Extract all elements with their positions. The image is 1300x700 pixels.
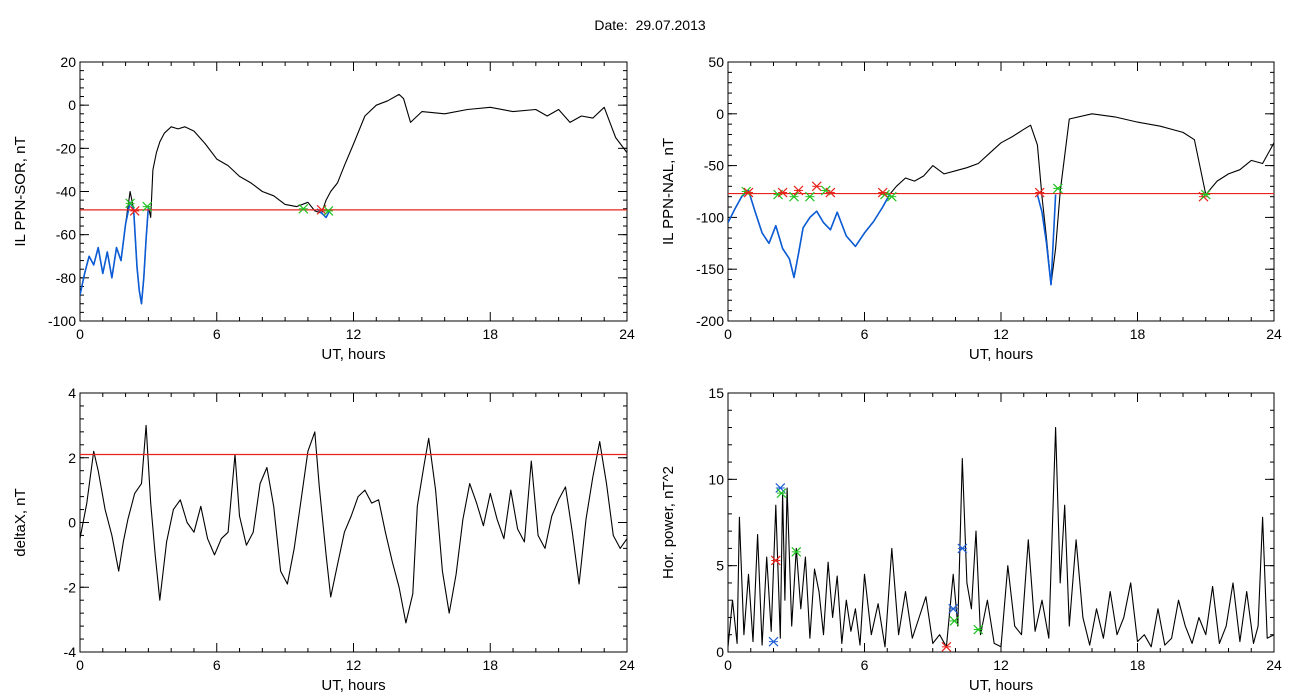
x-tick-label: 12 [346, 326, 362, 342]
x-tick-label: 24 [619, 657, 635, 673]
marker-green [789, 191, 799, 202]
signal-line-0 [80, 424, 627, 624]
panel-nal: 0 6 12 18 24 50 0 -50 -100 -150 -200 UT, hours IL PP… [660, 54, 1282, 363]
y-tick-label: -4 [64, 644, 77, 660]
marker-green [776, 488, 787, 499]
y-tick-label: 0 [68, 515, 76, 531]
y-tick-label: 20 [60, 54, 76, 70]
y-tick-label: -2 [64, 579, 77, 595]
plot-area-power [728, 426, 1274, 652]
marker-red [743, 187, 754, 198]
plot-frame-power [727, 392, 1275, 653]
x-tick-label: 0 [76, 326, 84, 342]
x-axis-label: UT, hours [321, 346, 385, 363]
y-tick-label: -100 [696, 209, 724, 225]
plot-area-sor [80, 93, 627, 305]
plot-area-deltax [80, 424, 627, 624]
x-tick-label: 18 [1130, 657, 1146, 673]
x-tick-label: 24 [1266, 657, 1282, 673]
marker-green [298, 203, 309, 214]
plot-frame-nal [727, 61, 1275, 322]
x-tick-label: 12 [993, 657, 1009, 673]
marker-green [1200, 189, 1211, 200]
plot-area-nal [728, 113, 1274, 286]
marker-green [323, 206, 334, 216]
x-tick-label: 24 [1266, 326, 1282, 342]
segment-line-1 [80, 201, 150, 305]
x-tick-label: 0 [724, 326, 732, 342]
marker-green [142, 201, 153, 212]
marker-red [811, 181, 822, 192]
x-tick-label: 6 [861, 326, 869, 342]
y-tick-label: -80 [56, 270, 76, 286]
y-tick-label: 10 [708, 471, 724, 487]
y-tick-label: 15 [708, 385, 724, 401]
panel-sor: 0 6 12 18 24 20 0 -20 -40 -60 -80 -100 UT, hours IL P… [12, 54, 635, 363]
y-tick-label: 0 [716, 106, 724, 122]
y-axis-label: IL PPN-NAL, nT [660, 138, 677, 245]
marker-green [886, 191, 897, 202]
y-tick-label: 0 [68, 97, 76, 113]
y-tick-label: -100 [48, 313, 76, 329]
x-tick-label: 6 [213, 326, 221, 342]
x-tick-label: 0 [724, 657, 732, 673]
y-tick-label: -50 [704, 158, 724, 174]
signal-line-0 [728, 113, 1274, 286]
segment-line-1 [728, 189, 891, 279]
x-tick-label: 0 [76, 657, 84, 673]
segment-line-2 [1036, 194, 1057, 286]
marker-green [791, 546, 802, 557]
y-axis-label: deltaX, nT [12, 488, 29, 556]
marker-red [129, 206, 140, 216]
y-axis-label: IL PPN-SOR, nT [12, 136, 29, 246]
marker-red [1034, 187, 1045, 198]
x-axis-label: UT, hours [321, 677, 385, 694]
y-tick-label: 2 [68, 450, 76, 466]
marker-green [1052, 183, 1063, 194]
marker-blue [957, 543, 968, 554]
marker-red [941, 641, 952, 652]
plot-frame-deltax [79, 392, 628, 653]
page-title: Date: 29.07.2013 [594, 17, 706, 33]
x-tick-label: 6 [213, 657, 221, 673]
marker-red [825, 187, 836, 198]
panel-deltax: 0 6 12 18 24 4 2 0 -2 -4 UT, hours deltaX, nT [12, 385, 635, 694]
signal-line-0 [728, 426, 1274, 648]
x-tick-label: 12 [993, 326, 1009, 342]
marker-blue [948, 603, 959, 614]
marker-green [949, 615, 960, 626]
y-tick-label: -40 [56, 184, 76, 200]
y-tick-label: -20 [56, 140, 76, 156]
marker-blue [768, 636, 779, 647]
y-axis-label: Hor. power, nT^2 [660, 466, 677, 579]
x-tick-label: 18 [482, 657, 498, 673]
marker-green [973, 624, 984, 635]
marker-red [777, 187, 788, 198]
x-axis-label: UT, hours [969, 677, 1033, 694]
signal-line-0 [80, 93, 627, 305]
marker-green [804, 191, 815, 202]
x-tick-label: 18 [482, 326, 498, 342]
y-tick-label: -60 [56, 227, 76, 243]
y-tick-label: -200 [696, 313, 724, 329]
x-tick-label: 24 [619, 326, 635, 342]
marker-red [877, 187, 888, 198]
x-tick-label: 18 [1130, 326, 1146, 342]
marker-green [125, 198, 136, 209]
marker-red [770, 555, 781, 566]
x-tick-label: 6 [861, 657, 869, 673]
panel-power: 0 6 12 18 24 15 10 5 0 UT, hours Hor. power, nT^2 [660, 385, 1282, 694]
x-tick-label: 12 [346, 657, 362, 673]
plot-frame-sor [79, 61, 628, 322]
y-tick-label: 50 [708, 54, 724, 70]
x-axis-label: UT, hours [969, 346, 1033, 363]
y-tick-label: 5 [716, 558, 724, 574]
y-tick-label: 0 [716, 644, 724, 660]
y-tick-label: -150 [696, 261, 724, 277]
y-tick-label: 4 [68, 385, 76, 401]
marker-red [793, 185, 804, 196]
